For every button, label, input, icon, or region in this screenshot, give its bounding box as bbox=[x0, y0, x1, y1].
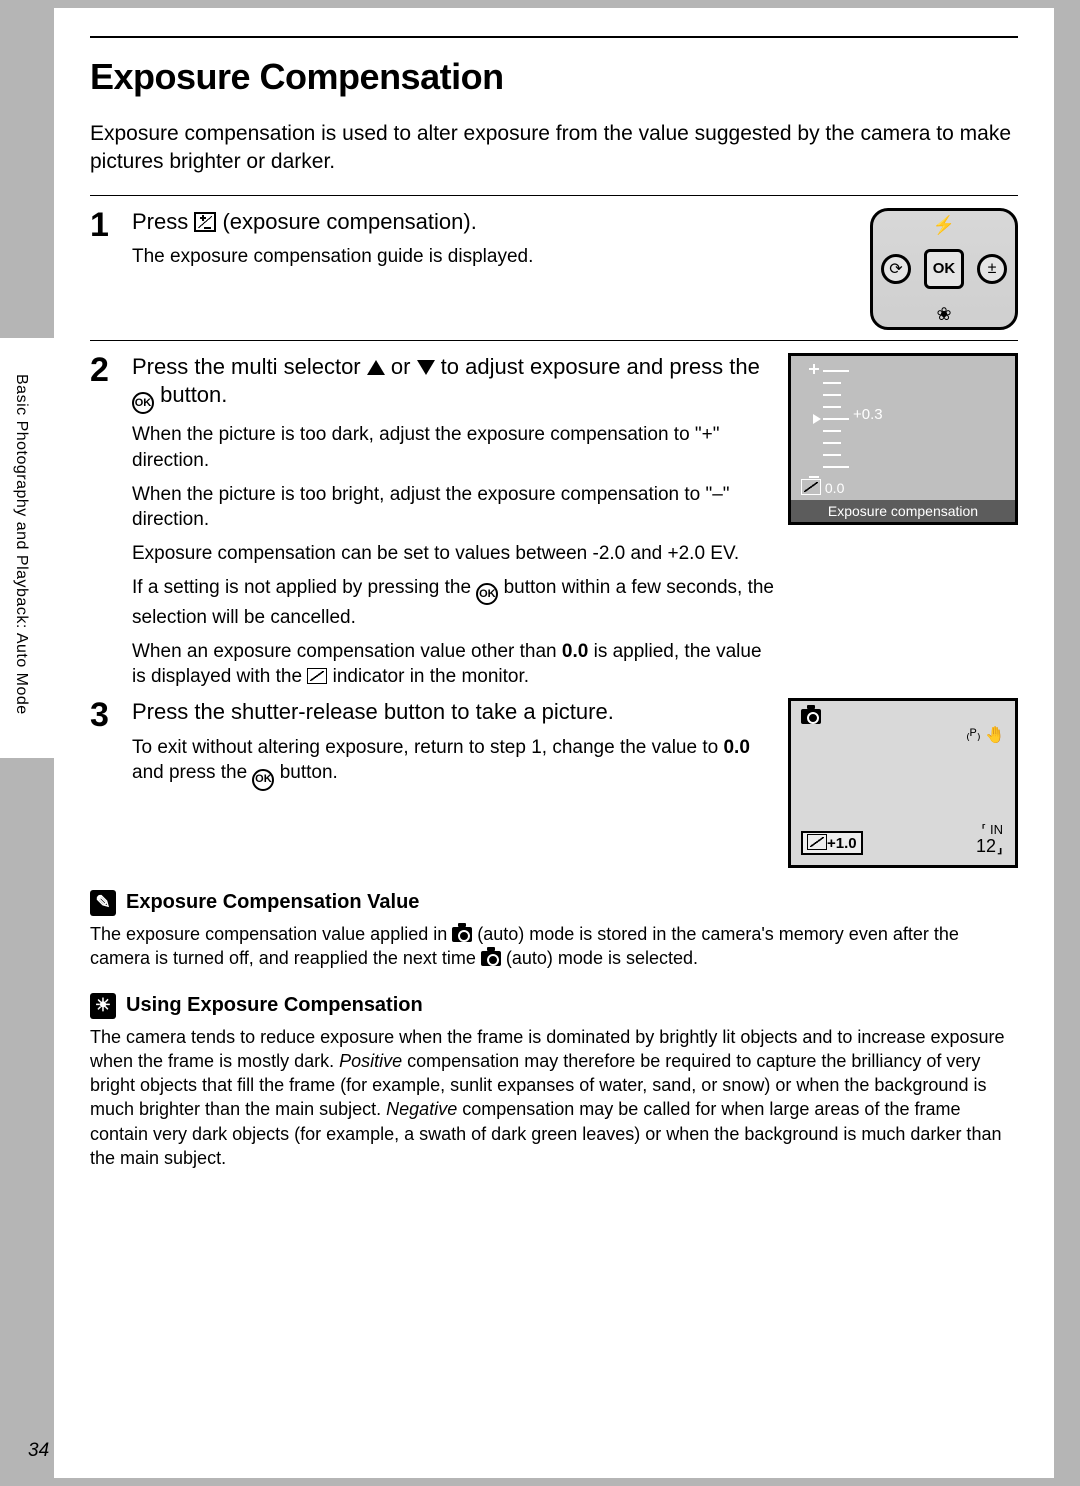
ok-button-illustration: OK bbox=[924, 249, 964, 289]
exposure-compensation-icon bbox=[194, 212, 216, 232]
ok-icon: OK bbox=[252, 769, 274, 791]
plus-icon bbox=[809, 364, 819, 374]
multi-selector-pad-illustration: ⚡ ⟳ OK ± ❀ bbox=[870, 208, 1018, 330]
manual-page: Basic Photography and Playback: Auto Mod… bbox=[54, 8, 1054, 1478]
step-1-heading: Press (exposure compensation). bbox=[132, 208, 856, 237]
step-1: 1 Press (exposure compensation). The exp… bbox=[90, 208, 1018, 330]
step-1-body: The exposure compensation guide is displ… bbox=[132, 244, 856, 270]
intro-paragraph: Exposure compensation is used to alter e… bbox=[90, 120, 1018, 177]
step-number: 2 bbox=[90, 353, 118, 690]
step-3-heading: Press the shutter-release button to take… bbox=[132, 698, 774, 727]
step-number: 1 bbox=[90, 208, 118, 330]
exposure-comp-button-illustration: ± bbox=[977, 254, 1007, 284]
step-3: 3 Press the shutter-release button to ta… bbox=[90, 698, 1018, 868]
note-2-body: The camera tends to reduce exposure when… bbox=[90, 1025, 1018, 1171]
step-number: 3 bbox=[90, 698, 118, 868]
pointer-icon bbox=[813, 414, 821, 424]
page-number: 34 bbox=[28, 1440, 49, 1462]
step-2-body: When the picture is too dark, adjust the… bbox=[132, 422, 774, 690]
page-title: Exposure Compensation bbox=[90, 56, 1018, 98]
flash-icon: ⚡ bbox=[933, 215, 955, 236]
monitor-illustration: ₍ᴾ₎ 🤚 +1.0 ⸢ IN 12⸥ bbox=[788, 698, 1018, 868]
note-2-heading: ☀ Using Exposure Compensation bbox=[90, 993, 1018, 1019]
step-3-body: To exit without altering exposure, retur… bbox=[132, 735, 774, 791]
up-arrow-icon bbox=[367, 360, 385, 375]
down-arrow-icon bbox=[417, 360, 435, 375]
ok-icon: OK bbox=[476, 583, 498, 605]
ev-scale bbox=[809, 366, 849, 476]
top-rule bbox=[90, 36, 1018, 38]
frame-counter: ⸢ IN 12⸥ bbox=[976, 823, 1003, 857]
step-2: 2 Press the multi selector or to adjust … bbox=[90, 353, 1018, 690]
section-tab: Basic Photography and Playback: Auto Mod… bbox=[0, 338, 54, 758]
ev-indicator-icon bbox=[307, 668, 327, 684]
section-tab-label: Basic Photography and Playback: Auto Mod… bbox=[12, 374, 30, 715]
note-1-body: The exposure compensation value applied … bbox=[90, 922, 1018, 971]
ev-bottom-readout: 0.0 bbox=[801, 479, 844, 496]
pencil-note-icon: ✎ bbox=[90, 890, 116, 916]
self-timer-icon: ⟳ bbox=[881, 254, 911, 284]
ok-icon: OK bbox=[132, 392, 154, 414]
hand-icon: ₍ᴾ₎ 🤚 bbox=[966, 725, 1005, 745]
step-2-heading: Press the multi selector or to adjust ex… bbox=[132, 353, 774, 415]
lcd-footer-label: Exposure compensation bbox=[791, 500, 1015, 522]
camera-icon bbox=[452, 927, 472, 942]
camera-icon bbox=[481, 951, 501, 966]
camera-mode-icon bbox=[801, 709, 821, 724]
tip-note-icon: ☀ bbox=[90, 993, 116, 1019]
ev-value-badge: +1.0 bbox=[801, 831, 863, 855]
ev-pointer-value: +0.3 bbox=[853, 406, 883, 423]
note-1-heading: ✎ Exposure Compensation Value bbox=[90, 890, 1018, 916]
minus-icon bbox=[809, 476, 819, 478]
separator bbox=[90, 195, 1018, 196]
lcd-guide-illustration: +0.3 0.0 Exposure compensation bbox=[788, 353, 1018, 525]
macro-icon: ❀ bbox=[936, 304, 951, 325]
separator bbox=[90, 340, 1018, 341]
